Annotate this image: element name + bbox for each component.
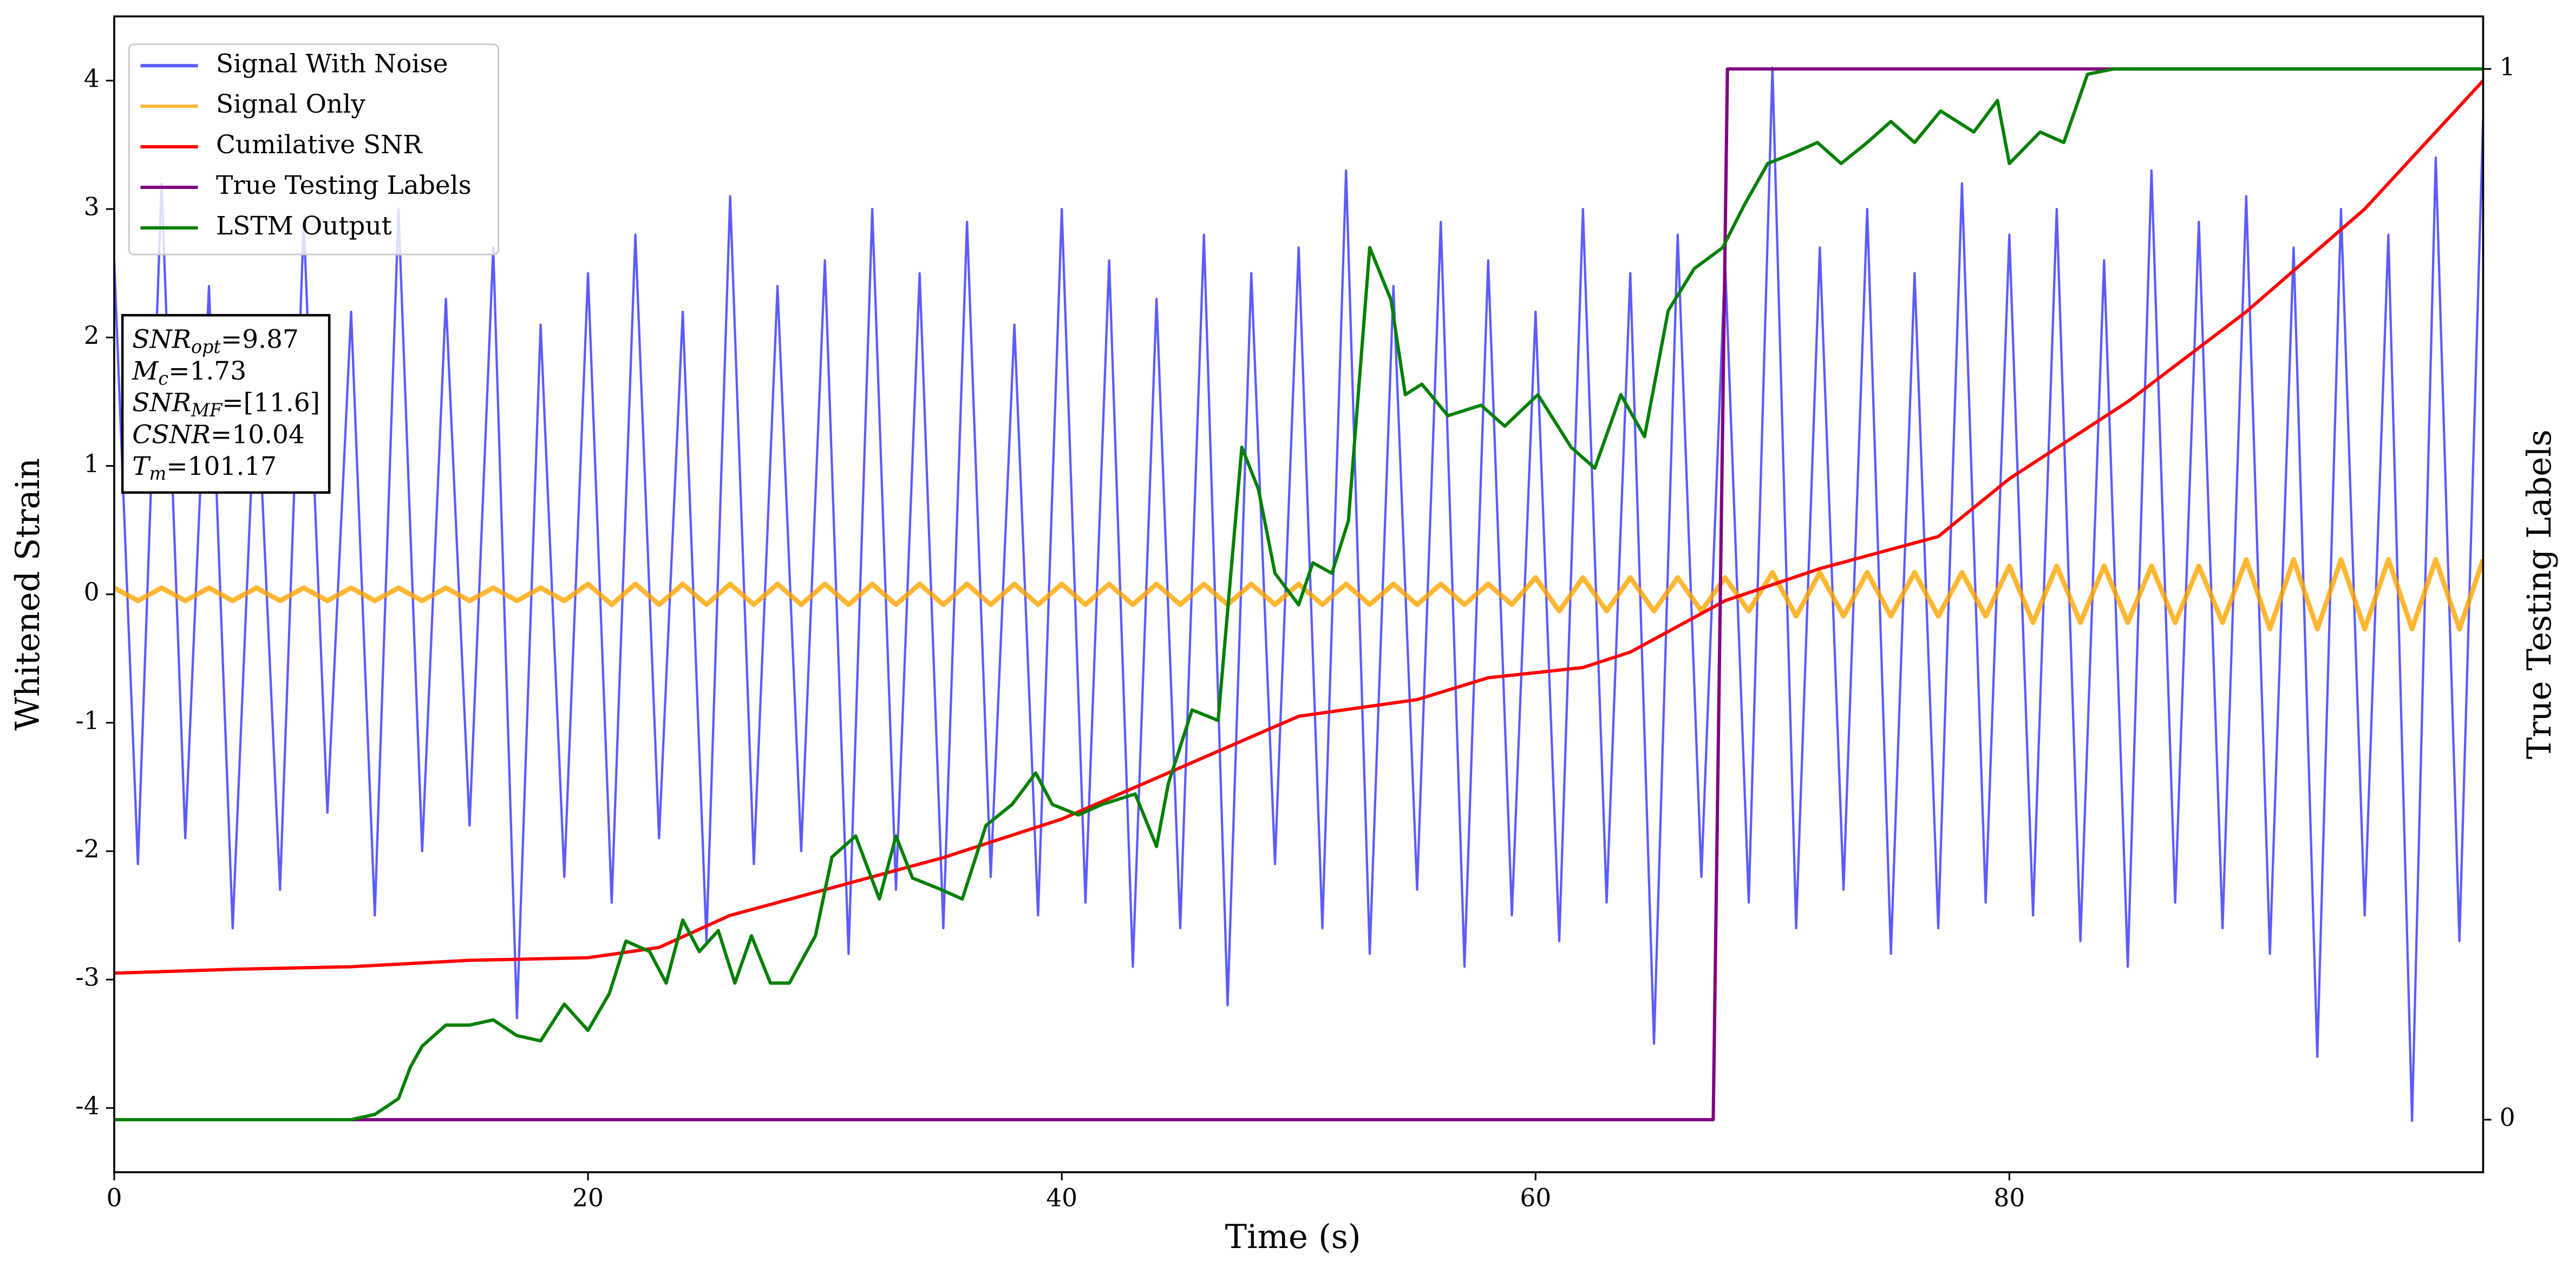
y-axis-label: Whitened Strain bbox=[9, 458, 47, 730]
x-tick-label: 20 bbox=[572, 1184, 604, 1212]
y-tick-label: 3 bbox=[84, 193, 100, 221]
y-tick-label: -4 bbox=[75, 1092, 99, 1120]
annotation-line: SNRMF=[11.6] bbox=[132, 388, 320, 421]
annotation-symbol: T bbox=[132, 452, 151, 481]
annotation-frame bbox=[121, 313, 331, 494]
legend-label: Signal Only bbox=[216, 89, 365, 119]
x-tick-label: 80 bbox=[1993, 1184, 2025, 1212]
annotation-symbol: M bbox=[132, 356, 159, 386]
series-line bbox=[114, 557, 2483, 632]
y-tick-label: 1 bbox=[84, 449, 100, 478]
y2-tick-label: 1 bbox=[2500, 53, 2515, 81]
annotation-subscript: opt bbox=[191, 336, 221, 357]
y-tick-label: -2 bbox=[75, 835, 99, 864]
annotation-line: CSNR=10.04 bbox=[132, 420, 305, 449]
annotation-value: =1.73 bbox=[168, 356, 246, 386]
annotation-value: =9.87 bbox=[221, 325, 299, 355]
x-tick-label: 60 bbox=[1520, 1184, 1551, 1212]
y-tick-label: 2 bbox=[84, 321, 100, 350]
annotation-value: =[11.6] bbox=[222, 388, 320, 418]
annotation-subscript: c bbox=[158, 368, 168, 389]
annotation-subscript: m bbox=[149, 463, 167, 484]
legend-label: LSTM Output bbox=[216, 211, 392, 241]
x-tick-label: 40 bbox=[1046, 1184, 1077, 1212]
annotation-line: Mc=1.73 bbox=[132, 356, 246, 389]
annotation-value: =101.17 bbox=[166, 452, 277, 481]
annotation-line: Tm=101.17 bbox=[132, 452, 277, 484]
y-tick-label: 4 bbox=[84, 64, 100, 93]
x-tick-label: 0 bbox=[106, 1184, 122, 1212]
legend-box bbox=[128, 43, 500, 256]
series-line bbox=[114, 67, 2483, 1122]
annotation-symbol: CSNR bbox=[132, 420, 211, 449]
y-tick-label: -3 bbox=[75, 963, 99, 992]
annotation-subscript: MF bbox=[191, 400, 223, 421]
x-axis-label: Time (s) bbox=[1225, 1218, 1361, 1256]
annotation-line: SNRopt=9.87 bbox=[132, 325, 299, 357]
annotation-box: SNRopt=9.87Mc=1.73SNRMF=[11.6]CSNR=10.04… bbox=[121, 313, 331, 494]
y-tick-label: -1 bbox=[75, 706, 99, 735]
series-line bbox=[114, 67, 2483, 1122]
legend-label: Cumilative SNR bbox=[216, 130, 423, 160]
y2-tick-label: 0 bbox=[2500, 1103, 2515, 1132]
legend-label: True Testing Labels bbox=[216, 171, 472, 200]
plot-area bbox=[114, 67, 2483, 1122]
y2-axis-label: True Testing Labels bbox=[2521, 429, 2559, 759]
y-tick-label: 0 bbox=[84, 578, 100, 606]
annotation-value: =10.04 bbox=[211, 420, 305, 449]
legend: Signal With Noise Signal Only Cumilative S… bbox=[128, 43, 500, 256]
legend-label: Signal With Noise bbox=[216, 49, 448, 79]
series-line bbox=[114, 79, 2483, 975]
annotation-symbol: SNR bbox=[132, 325, 191, 355]
annotation-symbol: SNR bbox=[132, 388, 191, 418]
